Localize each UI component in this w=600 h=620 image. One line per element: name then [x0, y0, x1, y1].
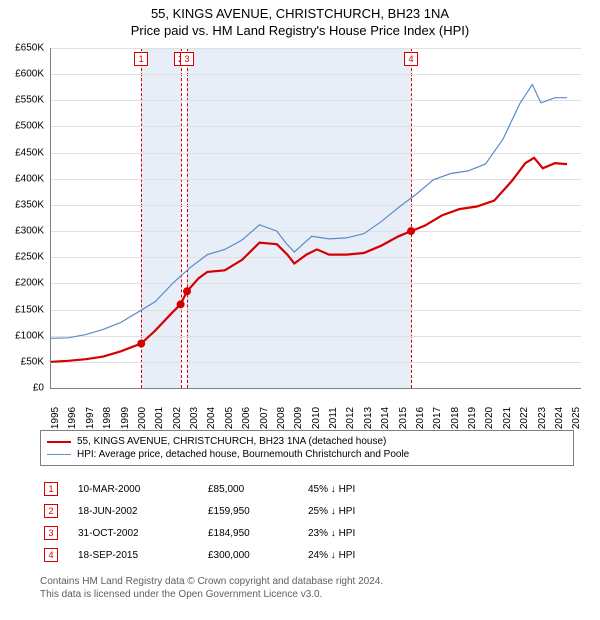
x-tick-label: 1997: [85, 407, 96, 429]
y-tick-label: £150K: [10, 304, 44, 315]
y-tick-label: £400K: [10, 173, 44, 184]
x-tick-label: 2013: [363, 407, 374, 429]
x-tick-label: 2016: [415, 407, 426, 429]
sale-point: [137, 340, 145, 348]
sales-row-diff: 45% ↓ HPI: [308, 484, 408, 495]
x-tick-label: 2009: [293, 407, 304, 429]
sale-point: [407, 227, 415, 235]
x-tick-label: 2025: [571, 407, 582, 429]
x-tick-label: 2006: [241, 407, 252, 429]
sales-row: 4 18-SEP-2015£300,00024% ↓ HPI: [44, 544, 408, 566]
x-tick-label: 2020: [484, 407, 495, 429]
sales-row-marker: 1: [44, 482, 58, 496]
sales-row-price: £159,950: [208, 506, 308, 517]
x-tick-label: 2024: [554, 407, 565, 429]
x-tick-label: 2017: [432, 407, 443, 429]
sales-row-diff: 23% ↓ HPI: [308, 528, 408, 539]
x-tick-label: 2002: [172, 407, 183, 429]
x-tick-label: 2012: [345, 407, 356, 429]
y-tick-label: £0: [10, 383, 44, 394]
sales-row-price: £85,000: [208, 484, 308, 495]
sales-row: 2 18-JUN-2002£159,95025% ↓ HPI: [44, 500, 408, 522]
x-tick-label: 2019: [467, 407, 478, 429]
sales-row-price: £300,000: [208, 550, 308, 561]
legend-item: HPI: Average price, detached house, Bour…: [47, 448, 567, 461]
hpi-line: [51, 85, 567, 339]
x-tick-label: 2015: [398, 407, 409, 429]
legend-label: HPI: Average price, detached house, Bour…: [77, 449, 409, 460]
legend-item: 55, KINGS AVENUE, CHRISTCHURCH, BH23 1NA…: [47, 435, 567, 448]
sale-point: [177, 300, 185, 308]
sales-row: 1 10-MAR-2000£85,00045% ↓ HPI: [44, 478, 408, 500]
x-tick-label: 2007: [259, 407, 270, 429]
x-tick-label: 1999: [120, 407, 131, 429]
y-tick-label: £50K: [10, 356, 44, 367]
x-tick-label: 1998: [102, 407, 113, 429]
x-tick-label: 1996: [67, 407, 78, 429]
plot-area: 1234: [50, 48, 581, 389]
x-tick-label: 2021: [502, 407, 513, 429]
y-tick-label: £350K: [10, 199, 44, 210]
legend-label: 55, KINGS AVENUE, CHRISTCHURCH, BH23 1NA…: [77, 436, 386, 447]
sale-point: [183, 287, 191, 295]
x-tick-label: 2001: [154, 407, 165, 429]
x-tick-label: 2018: [450, 407, 461, 429]
x-tick-label: 2005: [224, 407, 235, 429]
footer-line-1: Contains HM Land Registry data © Crown c…: [40, 576, 383, 587]
x-tick-label: 2010: [311, 407, 322, 429]
x-tick-label: 2004: [206, 407, 217, 429]
legend-swatch: [47, 454, 71, 455]
sale-marker-box: 1: [134, 52, 148, 66]
sales-row-date: 18-JUN-2002: [78, 506, 208, 517]
y-tick-label: £500K: [10, 121, 44, 132]
x-tick-label: 2014: [380, 407, 391, 429]
title-line-2: Price paid vs. HM Land Registry's House …: [131, 23, 469, 38]
x-tick-label: 2003: [189, 407, 200, 429]
y-tick-label: £250K: [10, 252, 44, 263]
legend: 55, KINGS AVENUE, CHRISTCHURCH, BH23 1NA…: [40, 430, 574, 466]
y-tick-label: £600K: [10, 69, 44, 80]
footer-line-2: This data is licensed under the Open Gov…: [40, 589, 322, 600]
x-tick-label: 2000: [137, 407, 148, 429]
sales-row-date: 31-OCT-2002: [78, 528, 208, 539]
x-tick-label: 2011: [328, 407, 339, 429]
sales-row-diff: 24% ↓ HPI: [308, 550, 408, 561]
x-tick-label: 2008: [276, 407, 287, 429]
y-tick-label: £450K: [10, 147, 44, 158]
sale-marker-box: 4: [404, 52, 418, 66]
attribution-footer: Contains HM Land Registry data © Crown c…: [40, 575, 560, 601]
legend-swatch: [47, 441, 71, 443]
x-tick-label: 2022: [519, 407, 530, 429]
sales-row: 3 31-OCT-2002£184,95023% ↓ HPI: [44, 522, 408, 544]
y-tick-label: £550K: [10, 95, 44, 106]
property-line: [51, 158, 567, 362]
chart-title: 55, KINGS AVENUE, CHRISTCHURCH, BH23 1NA…: [0, 0, 600, 40]
sales-row-date: 10-MAR-2000: [78, 484, 208, 495]
title-line-1: 55, KINGS AVENUE, CHRISTCHURCH, BH23 1NA: [151, 6, 449, 21]
y-tick-label: £200K: [10, 278, 44, 289]
chart-container: { "title_line1": "55, KINGS AVENUE, CHRI…: [0, 0, 600, 620]
sales-table: 1 10-MAR-2000£85,00045% ↓ HPI 2 18-JUN-2002…: [44, 478, 408, 566]
y-tick-label: £650K: [10, 43, 44, 54]
sales-row-marker: 3: [44, 526, 58, 540]
y-tick-label: £100K: [10, 330, 44, 341]
x-tick-label: 1995: [50, 407, 61, 429]
sales-row-marker: 4: [44, 548, 58, 562]
sale-marker-box: 3: [180, 52, 194, 66]
y-tick-label: £300K: [10, 226, 44, 237]
sales-row-marker: 2: [44, 504, 58, 518]
line-series-svg: [51, 48, 581, 388]
x-tick-label: 2023: [537, 407, 548, 429]
sales-row-diff: 25% ↓ HPI: [308, 506, 408, 517]
sales-row-date: 18-SEP-2015: [78, 550, 208, 561]
sales-row-price: £184,950: [208, 528, 308, 539]
